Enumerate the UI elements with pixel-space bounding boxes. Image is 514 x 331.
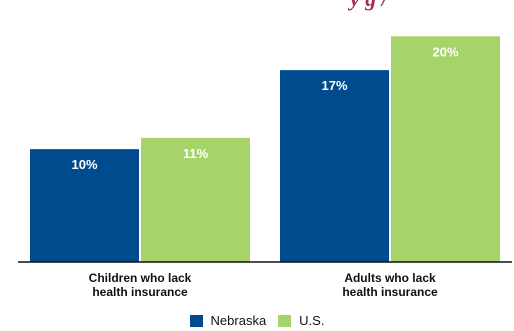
legend: Nebraska U.S.: [0, 313, 514, 328]
category-label-1: Adults who lack health insurance: [342, 271, 438, 299]
legend-label-nebraska: Nebraska: [210, 313, 267, 328]
clipped-title-fragment: y g /: [350, 0, 388, 12]
legend-item-nebraska: Nebraska: [189, 313, 267, 328]
data-label-nebraska-1: 17%: [321, 78, 347, 93]
category-labels-group: Children who lack health insurance Adults …: [89, 271, 438, 299]
bar-u-s-1: [391, 36, 500, 263]
legend-label-us: U.S.: [299, 313, 325, 328]
bar-nebraska-0: [30, 149, 139, 262]
category-label-0: Children who lack health insurance: [89, 271, 192, 299]
legend-swatch-nebraska: [189, 314, 203, 327]
data-label-u-s-0: 11%: [183, 146, 209, 161]
bar-u-s-0: [141, 137, 250, 262]
bars-group: [30, 36, 500, 263]
bar-nebraska-1: [280, 70, 389, 263]
legend-swatch-us: [278, 314, 292, 327]
bar-labels-group: 10% 11% 17% 20%: [71, 44, 458, 172]
data-label-nebraska-0: 10%: [71, 157, 97, 172]
data-label-u-s-1: 20%: [432, 44, 458, 59]
legend-item-us: U.S.: [278, 313, 324, 328]
